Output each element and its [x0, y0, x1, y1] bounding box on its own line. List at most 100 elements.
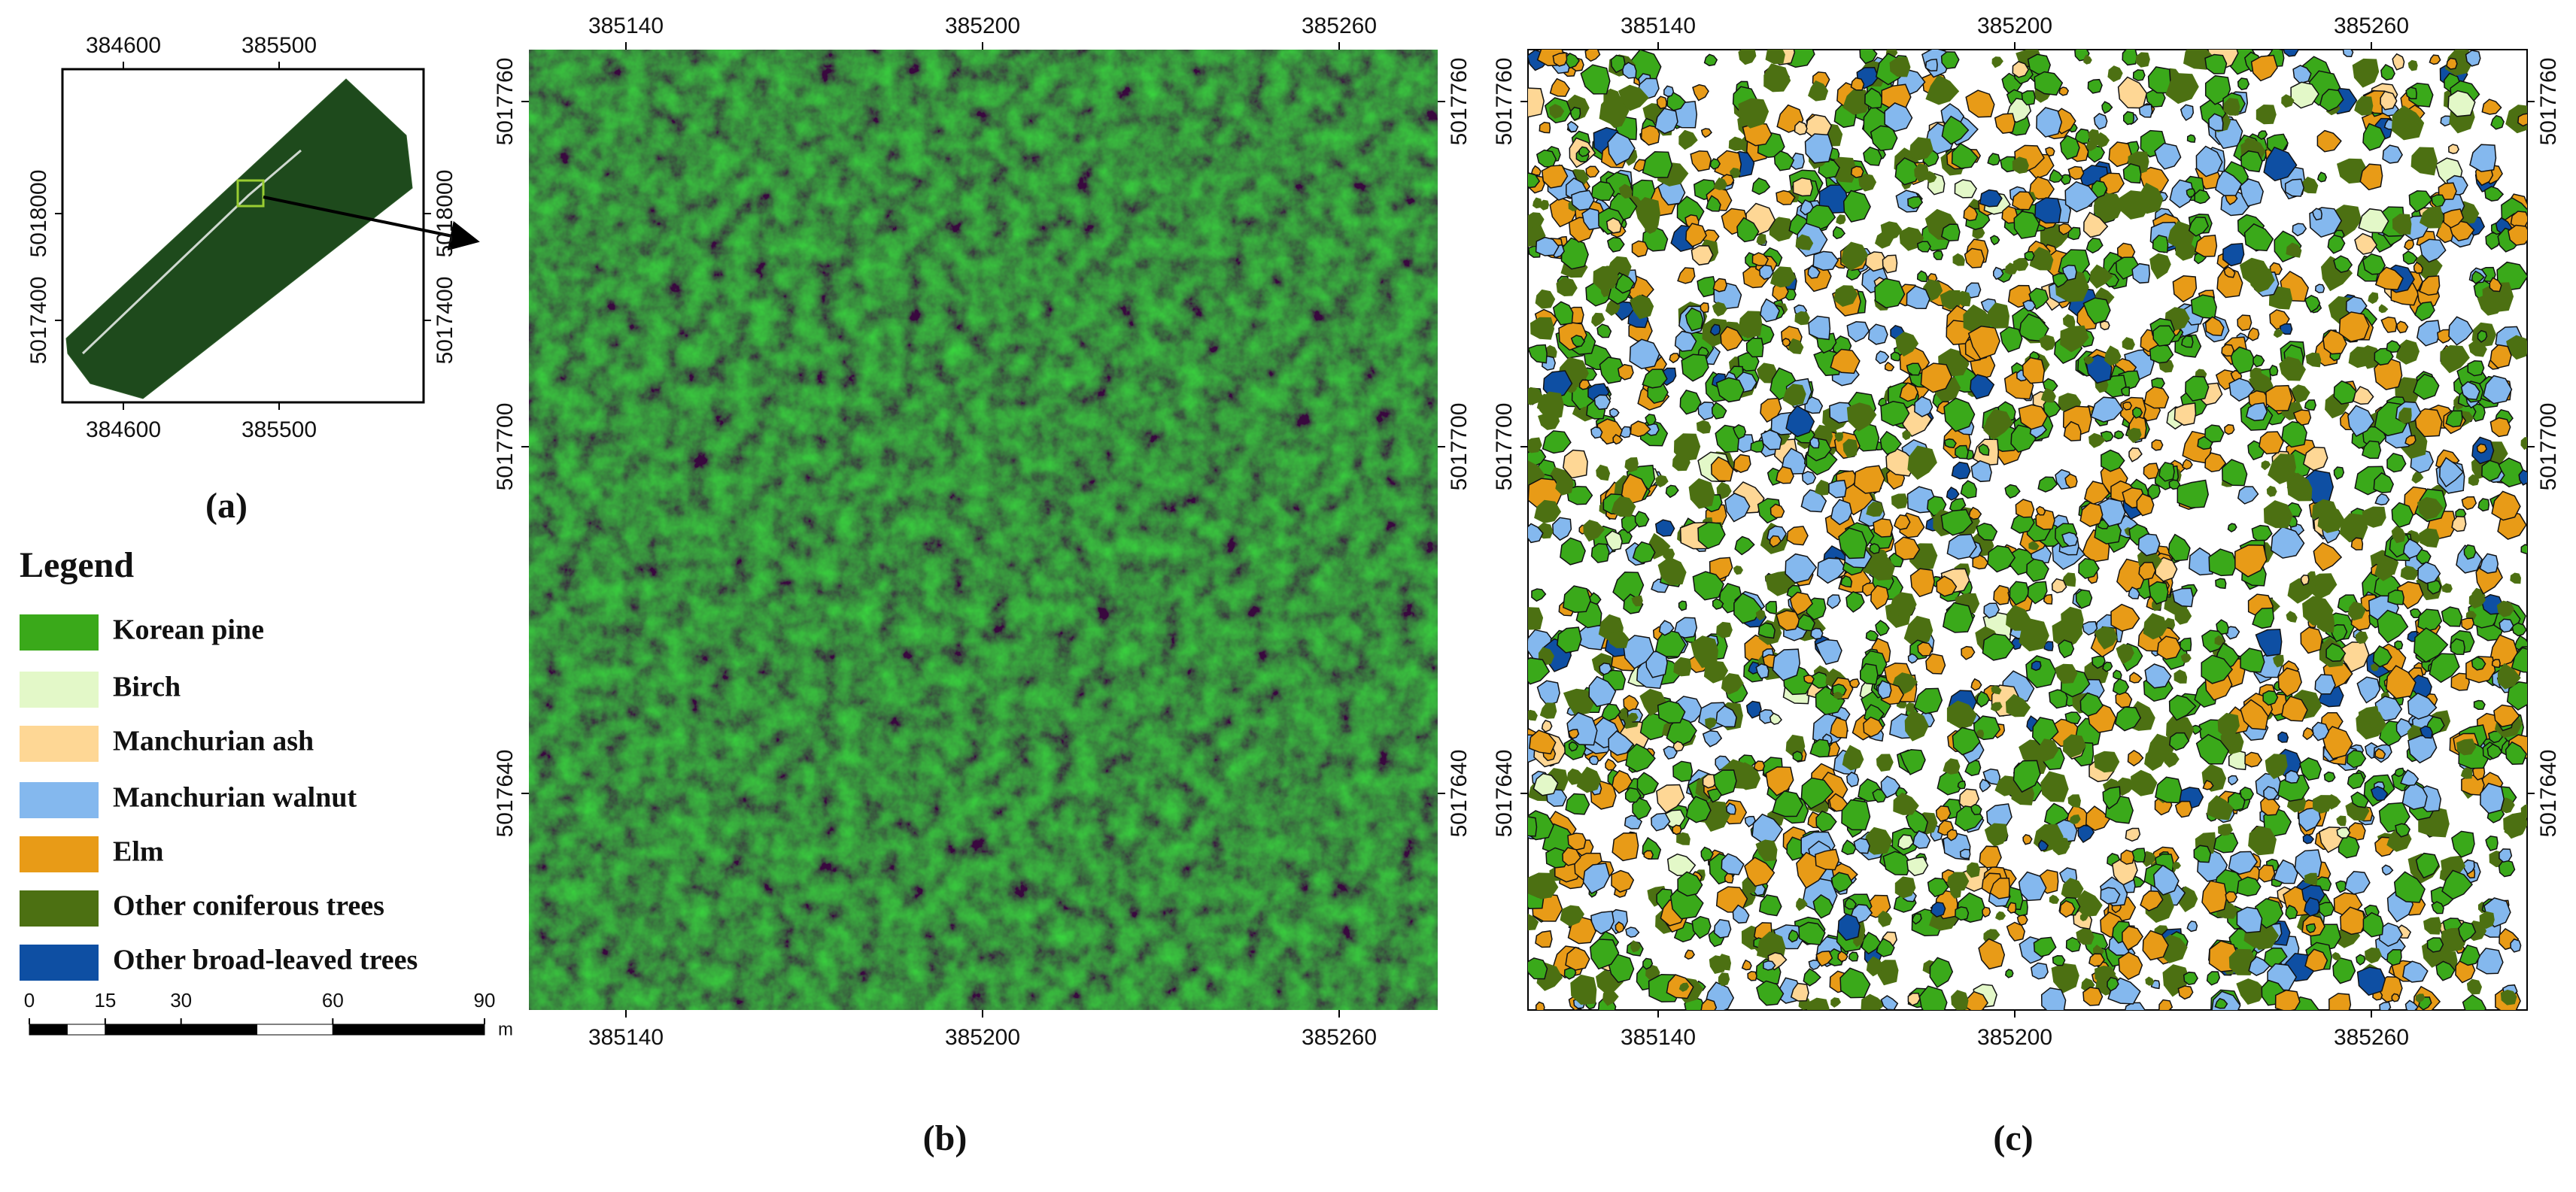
crown: [2518, 469, 2527, 486]
crown: [1765, 766, 1794, 796]
crown: [2480, 782, 2505, 814]
crown: [2429, 653, 2460, 684]
crown: [2300, 626, 2323, 654]
crown: [2413, 373, 2440, 400]
crown: [2378, 304, 2389, 314]
y-tick-label: 5017400: [433, 277, 457, 365]
crown: [2354, 232, 2378, 255]
crown: [2279, 356, 2306, 381]
crown: [2382, 144, 2403, 164]
crown: [2076, 890, 2103, 918]
crown: [1681, 353, 1709, 382]
crown: [2510, 938, 2522, 953]
crown: [2026, 558, 2049, 582]
crown: [2471, 270, 2485, 284]
crown: [2009, 581, 2030, 606]
crown: [2115, 256, 2140, 280]
crown: [1963, 205, 1979, 222]
crown: [1585, 165, 1600, 178]
y-tick-label: 5018000: [26, 170, 51, 258]
crown: [1607, 131, 1636, 166]
crown: [2064, 711, 2082, 725]
crown: [1741, 959, 1752, 971]
crown: [2222, 243, 2245, 267]
crown: [2016, 914, 2028, 926]
crown: [2127, 427, 2142, 443]
crown: [2380, 90, 2398, 111]
x-tick-label: 385140: [1621, 1025, 1696, 1050]
crown: [1730, 167, 1741, 179]
scale-segment: [408, 1024, 485, 1036]
crown: [1940, 290, 1962, 310]
crown: [2391, 502, 2414, 529]
crown: [2479, 911, 2495, 930]
crown: [1685, 796, 1712, 823]
crown: [1788, 929, 1800, 943]
crown: [2380, 316, 2398, 333]
crown: [2234, 544, 2268, 578]
crown: [1570, 974, 1597, 1005]
x-tick-label: 385200: [1977, 14, 2052, 38]
crown: [2127, 750, 2144, 767]
crown: [1755, 839, 1778, 862]
crown: [1999, 326, 2023, 353]
crown: [1591, 312, 1605, 327]
scale-label: 90: [474, 989, 496, 1012]
crown: [2286, 611, 2298, 623]
crown: [1837, 913, 1861, 942]
crown: [2500, 990, 2517, 1005]
crown: [1964, 247, 1985, 268]
crown: [2251, 524, 2273, 544]
crown: [2064, 180, 2099, 213]
crown: [1552, 52, 1568, 67]
crown: [2129, 672, 2143, 684]
crown: [2093, 945, 2104, 957]
crown: [1642, 957, 1654, 970]
crown: [1611, 869, 1635, 893]
crown: [1534, 499, 1562, 523]
crown: [2168, 694, 2197, 721]
crown: [1929, 957, 1954, 988]
crown: [2323, 771, 2336, 783]
crown: [2082, 987, 2104, 1006]
crown: [1870, 584, 1889, 611]
crown: [2483, 375, 2513, 405]
crown: [1983, 602, 2000, 619]
crown: [2391, 526, 2406, 544]
crown: [2029, 247, 2054, 271]
crown: [1978, 938, 2006, 970]
crown: [1580, 406, 1588, 415]
crown: [1848, 951, 1859, 962]
crown: [1837, 951, 1848, 963]
crown: [2273, 859, 2298, 884]
crown: [2223, 265, 2236, 278]
crown: [2149, 344, 2174, 364]
crown: [1924, 58, 1938, 72]
crown: [2438, 182, 2457, 201]
crown: [2362, 911, 2384, 938]
crown: [2414, 301, 2435, 322]
crown: [2415, 993, 2426, 1003]
crown: [2347, 405, 2375, 437]
crown: [2387, 589, 2404, 605]
crown: [2483, 186, 2505, 202]
crown: [2228, 378, 2256, 402]
crown: [2216, 266, 2243, 299]
crown: [1629, 338, 1660, 369]
crown: [2202, 779, 2214, 790]
crown: [2274, 989, 2301, 1010]
crown: [2415, 852, 2440, 879]
legend-swatch: [20, 782, 99, 818]
crown: [2400, 769, 2420, 787]
crown: [2084, 481, 2110, 505]
crown: [1738, 50, 1757, 65]
crown: [1984, 823, 2008, 847]
crown: [2037, 739, 2059, 762]
crown: [2459, 944, 2480, 966]
crown: [1991, 685, 2002, 695]
crown: [1578, 146, 1590, 157]
crown: [2265, 384, 2293, 411]
crown: [2463, 544, 2477, 560]
crown: [1756, 980, 1785, 1006]
crown: [1797, 614, 1816, 632]
